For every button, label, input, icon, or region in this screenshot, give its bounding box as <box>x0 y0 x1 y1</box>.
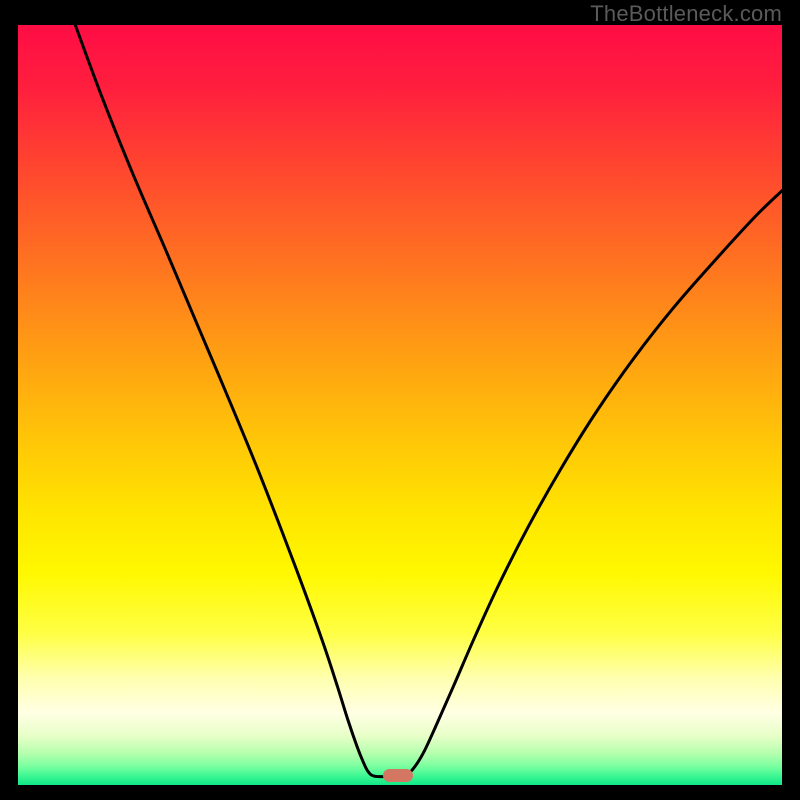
bottleneck-curve <box>18 25 782 785</box>
chart-container: TheBottleneck.com <box>0 0 800 800</box>
plot-area <box>18 25 782 785</box>
curve-path <box>75 25 782 777</box>
watermark-text: TheBottleneck.com <box>590 1 782 27</box>
optimum-marker <box>383 769 413 782</box>
